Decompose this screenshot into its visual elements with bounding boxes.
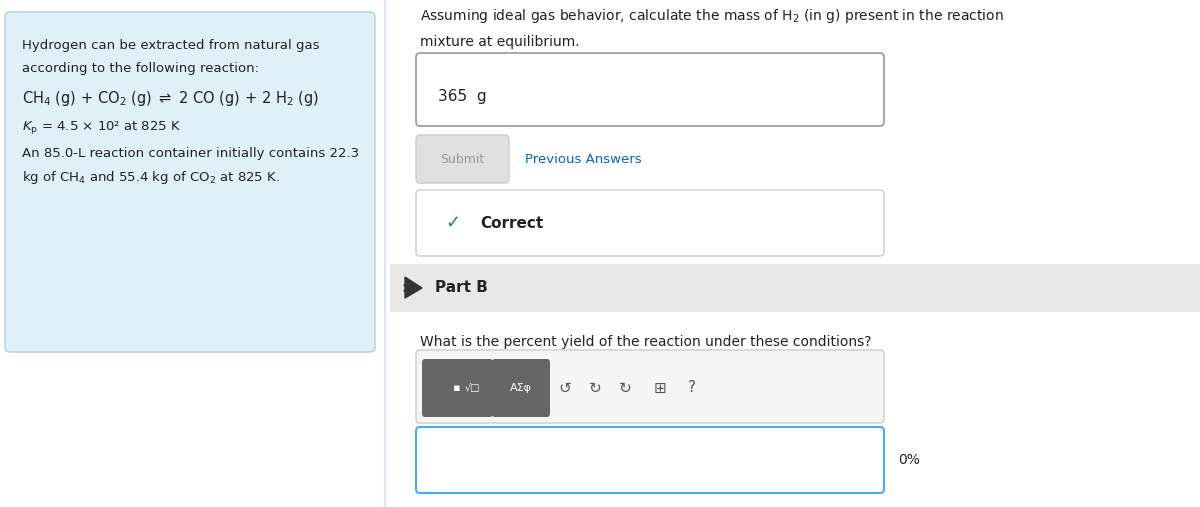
Text: mixture at equilibrium.: mixture at equilibrium.: [420, 35, 580, 49]
FancyBboxPatch shape: [416, 135, 509, 183]
Text: ✓: ✓: [445, 214, 460, 232]
Text: kg of $\mathrm{CH_4}$ and 55.4 kg of $\mathrm{CO_2}$ at 825 K.: kg of $\mathrm{CH_4}$ and 55.4 kg of $\m…: [22, 169, 280, 186]
Text: ▪: ▪: [454, 383, 461, 393]
Text: ↻: ↻: [619, 380, 631, 395]
Text: √□: √□: [464, 383, 480, 393]
FancyBboxPatch shape: [416, 427, 884, 493]
Text: according to the following reaction:: according to the following reaction:: [22, 62, 259, 75]
Text: Previous Answers: Previous Answers: [526, 153, 642, 165]
FancyBboxPatch shape: [422, 359, 493, 417]
Text: Part B: Part B: [434, 280, 488, 296]
FancyBboxPatch shape: [492, 359, 550, 417]
Text: AΣφ: AΣφ: [510, 383, 532, 393]
FancyBboxPatch shape: [416, 350, 884, 423]
FancyBboxPatch shape: [416, 53, 884, 126]
Text: 0%: 0%: [898, 453, 920, 467]
FancyBboxPatch shape: [5, 12, 374, 352]
Text: 365  g: 365 g: [438, 89, 487, 104]
Text: What is the percent yield of the reaction under these conditions?: What is the percent yield of the reactio…: [420, 335, 871, 349]
Bar: [390, 264, 1200, 312]
Text: ?: ?: [688, 380, 696, 395]
Text: $K_\mathrm{p}$ = 4.5 × 10² at 825 K: $K_\mathrm{p}$ = 4.5 × 10² at 825 K: [22, 119, 181, 136]
FancyBboxPatch shape: [416, 190, 884, 256]
Text: ↺: ↺: [559, 380, 571, 395]
Text: Correct: Correct: [480, 215, 544, 231]
Text: $\mathrm{CH_4}$ (g) + $\mathrm{CO_2}$ (g) $\rightleftharpoons$ 2 CO (g) + 2 $\ma: $\mathrm{CH_4}$ (g) + $\mathrm{CO_2}$ (g…: [22, 89, 319, 108]
Text: Hydrogen can be extracted from natural gas: Hydrogen can be extracted from natural g…: [22, 39, 319, 52]
Polygon shape: [406, 277, 422, 298]
Text: An 85.0-L reaction container initially contains 22.3: An 85.0-L reaction container initially c…: [22, 147, 359, 160]
Text: Assuming ideal gas behavior, calculate the mass of $\mathrm{H_2}$ (in g) present: Assuming ideal gas behavior, calculate t…: [420, 7, 1004, 25]
Text: ↻: ↻: [589, 380, 601, 395]
Text: Submit: Submit: [440, 153, 485, 165]
Text: ⊞: ⊞: [654, 380, 666, 395]
